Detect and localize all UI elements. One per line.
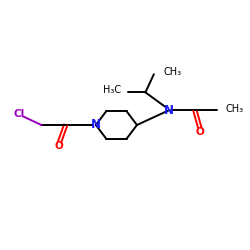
Text: O: O [54, 140, 63, 150]
Text: N: N [91, 118, 101, 132]
Text: Cl: Cl [13, 109, 24, 119]
Text: CH₃: CH₃ [163, 67, 181, 77]
Text: CH₃: CH₃ [226, 104, 244, 114]
Text: O: O [196, 127, 204, 137]
Text: H₃C: H₃C [103, 86, 121, 96]
Text: N: N [164, 104, 173, 117]
